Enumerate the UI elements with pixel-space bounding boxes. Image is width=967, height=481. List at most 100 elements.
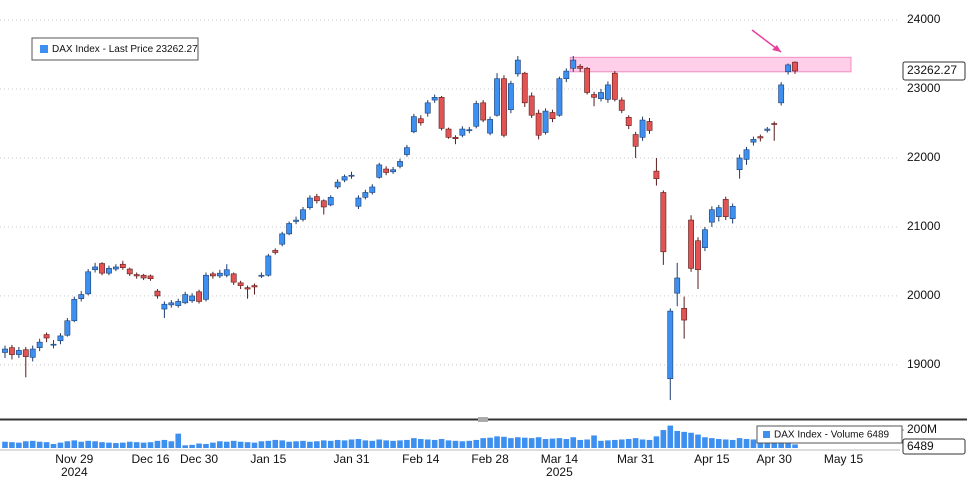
volume-bar xyxy=(300,440,306,448)
candle-body xyxy=(210,273,216,277)
volume-bar xyxy=(750,439,757,448)
candle-body xyxy=(9,347,15,355)
volume-bar xyxy=(99,442,105,448)
volume-bar xyxy=(22,441,29,448)
volume-bar xyxy=(418,439,424,448)
volume-bar xyxy=(709,438,715,448)
candle-body xyxy=(452,137,459,139)
candle-body xyxy=(57,335,64,342)
volume-bar xyxy=(632,438,639,448)
candle-body xyxy=(702,229,708,248)
volume-bar xyxy=(85,440,91,448)
candle-body xyxy=(494,78,500,116)
candle-body xyxy=(78,294,85,299)
volume-bar xyxy=(521,437,528,448)
candle-body xyxy=(570,59,577,69)
x-tick-label: May 15 xyxy=(824,452,864,466)
candle-body xyxy=(473,103,480,127)
candle-body xyxy=(50,343,57,346)
candle-body xyxy=(598,92,604,99)
volume-bar xyxy=(660,430,667,448)
candle-body xyxy=(196,291,202,302)
candle-body xyxy=(22,349,29,357)
volume-tick-label: 200M xyxy=(907,422,937,436)
candle-body xyxy=(216,272,223,277)
candle-body xyxy=(771,123,778,125)
candle-body xyxy=(417,118,424,124)
candle-body xyxy=(133,274,140,277)
volume-bar xyxy=(452,440,459,448)
volume-bar xyxy=(792,444,798,448)
volume-bar xyxy=(584,439,590,448)
x-year-label: 2025 xyxy=(546,465,573,479)
candle-body xyxy=(618,99,625,111)
candle-body xyxy=(667,310,674,379)
last-price-label: 23262.27 xyxy=(907,63,957,77)
candle-body xyxy=(591,94,597,98)
volume-bar xyxy=(113,443,119,448)
volume-bar xyxy=(244,442,251,448)
volume-bar xyxy=(29,440,36,448)
candle-body xyxy=(792,61,798,72)
candle-body xyxy=(126,268,133,275)
candle-body xyxy=(695,240,701,271)
candle-body xyxy=(688,219,694,269)
volume-bar xyxy=(736,438,743,448)
last-price-tag xyxy=(902,61,966,81)
volume-bar xyxy=(688,432,694,448)
legend-label: DAX Index - Last Price 23262.27 xyxy=(52,44,198,55)
volume-bar xyxy=(438,439,445,448)
x-tick-label: Mar 31 xyxy=(617,452,655,466)
candle-body xyxy=(15,350,22,355)
volume-bar xyxy=(36,441,43,448)
candle-body xyxy=(369,186,376,193)
candle-body xyxy=(556,78,563,116)
candle-body xyxy=(154,290,161,297)
candle-body xyxy=(542,110,549,133)
x-tick-label: Feb 28 xyxy=(471,452,509,466)
candle-body xyxy=(313,196,320,202)
x-tick-label: Dec 30 xyxy=(180,452,218,466)
last-volume-tag xyxy=(902,438,966,455)
candle-body xyxy=(348,174,355,177)
volume-bar xyxy=(154,440,161,448)
volume-bar xyxy=(140,442,147,448)
candle-body xyxy=(708,209,715,223)
volume-bar xyxy=(466,440,473,448)
volume-bar xyxy=(106,442,112,448)
volume-bar xyxy=(369,440,376,448)
candle-body xyxy=(424,102,431,114)
legend-swatch xyxy=(40,45,48,53)
candle-body xyxy=(223,269,230,276)
volume-bar xyxy=(681,431,687,448)
candle-body xyxy=(161,303,168,310)
candle-body xyxy=(272,250,279,253)
candle-body xyxy=(29,348,36,358)
volume-bar xyxy=(57,442,64,448)
candle-body xyxy=(99,263,105,274)
volume-bar xyxy=(563,439,570,448)
candle-body xyxy=(230,273,237,283)
volume-bar xyxy=(210,442,216,448)
candle-body xyxy=(514,59,521,75)
volume-bar xyxy=(646,439,653,448)
candle-body xyxy=(397,161,403,167)
volume-bar xyxy=(203,443,209,448)
candle-body xyxy=(244,287,251,290)
candle-body xyxy=(71,299,78,322)
candle-body xyxy=(175,301,182,306)
volume-bar xyxy=(473,439,480,448)
y-tick-label: 23000 xyxy=(907,81,941,95)
candle-body xyxy=(383,168,390,173)
x-tick-label: Nov 29 xyxy=(55,452,93,466)
volume-bar xyxy=(743,439,750,448)
candle-body xyxy=(341,176,348,181)
candle-body xyxy=(646,121,653,131)
candle-body xyxy=(355,197,362,207)
candle-body xyxy=(168,302,175,306)
volume-bar xyxy=(182,445,188,448)
volume-bar xyxy=(383,440,389,448)
volume-bar xyxy=(605,440,611,448)
volume-bar xyxy=(355,439,362,448)
y-tick-label: 22000 xyxy=(907,150,941,164)
